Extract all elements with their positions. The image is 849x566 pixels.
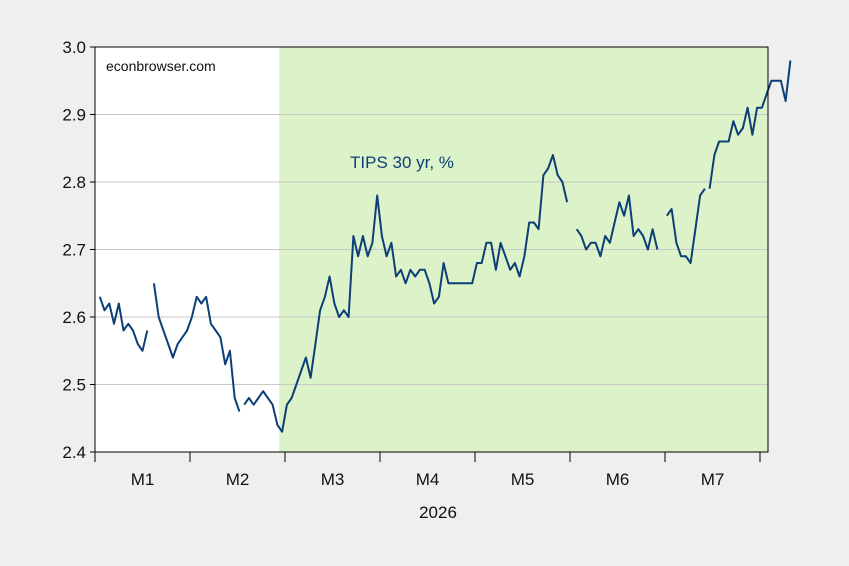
y-tick-label: 2.7 bbox=[62, 241, 86, 260]
y-tick-label: 2.6 bbox=[62, 308, 86, 327]
series-line-tips-30yr bbox=[98, 60, 792, 433]
y-axis: 2.4 2.5 2.6 2.7 2.8 2.9 3.0 bbox=[62, 38, 95, 462]
x-axis: M1 M2 M3 M4 M5 M6 M7 bbox=[94, 452, 761, 489]
watermark-text: econbrowser.com bbox=[106, 58, 216, 74]
y-tick-label: 2.5 bbox=[62, 376, 86, 395]
series-label: TIPS 30 yr, % bbox=[350, 153, 454, 172]
x-tick-label: M5 bbox=[511, 470, 535, 489]
x-axis-label: 2026 bbox=[419, 503, 457, 522]
y-tick-label: 3.0 bbox=[62, 38, 86, 57]
y-tick-label: 2.4 bbox=[62, 443, 86, 462]
x-tick-label: M4 bbox=[416, 470, 440, 489]
y-tick-label: 2.9 bbox=[62, 106, 86, 125]
x-tick-label: M1 bbox=[131, 470, 155, 489]
gridlines bbox=[95, 114, 768, 385]
x-tick-label: M7 bbox=[701, 470, 725, 489]
y-tick-label: 2.8 bbox=[62, 173, 86, 192]
x-tick-label: M2 bbox=[226, 470, 250, 489]
x-tick-label: M6 bbox=[606, 470, 630, 489]
series-layer bbox=[98, 60, 792, 433]
x-tick-label: M3 bbox=[321, 470, 345, 489]
